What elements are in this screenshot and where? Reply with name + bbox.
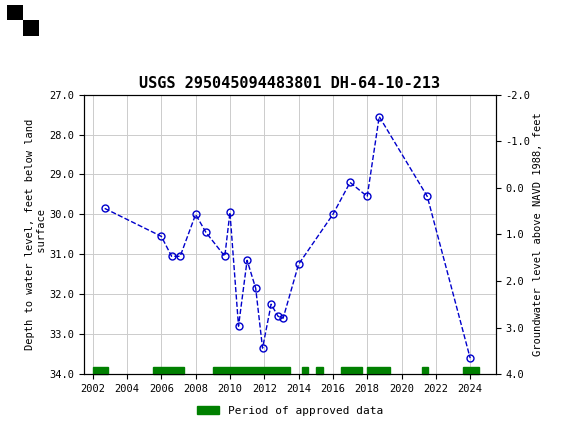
Bar xyxy=(367,367,390,374)
Bar xyxy=(342,367,362,374)
Y-axis label: Depth to water level, feet below land
 surface: Depth to water level, feet below land su… xyxy=(25,119,46,350)
Bar xyxy=(302,367,308,374)
Bar xyxy=(463,367,478,374)
Bar xyxy=(316,367,322,374)
Bar xyxy=(153,367,184,374)
Title: USGS 295045094483801 DH-64-10-213: USGS 295045094483801 DH-64-10-213 xyxy=(139,76,441,91)
Bar xyxy=(213,367,290,374)
Bar xyxy=(93,367,108,374)
Bar xyxy=(7,5,39,36)
Legend: Period of approved data: Period of approved data xyxy=(193,401,387,420)
Bar xyxy=(7,5,23,20)
Bar xyxy=(422,367,428,374)
Text: USGS: USGS xyxy=(44,13,90,28)
Bar xyxy=(23,20,39,36)
Y-axis label: Groundwater level above NAVD 1988, feet: Groundwater level above NAVD 1988, feet xyxy=(534,113,543,356)
